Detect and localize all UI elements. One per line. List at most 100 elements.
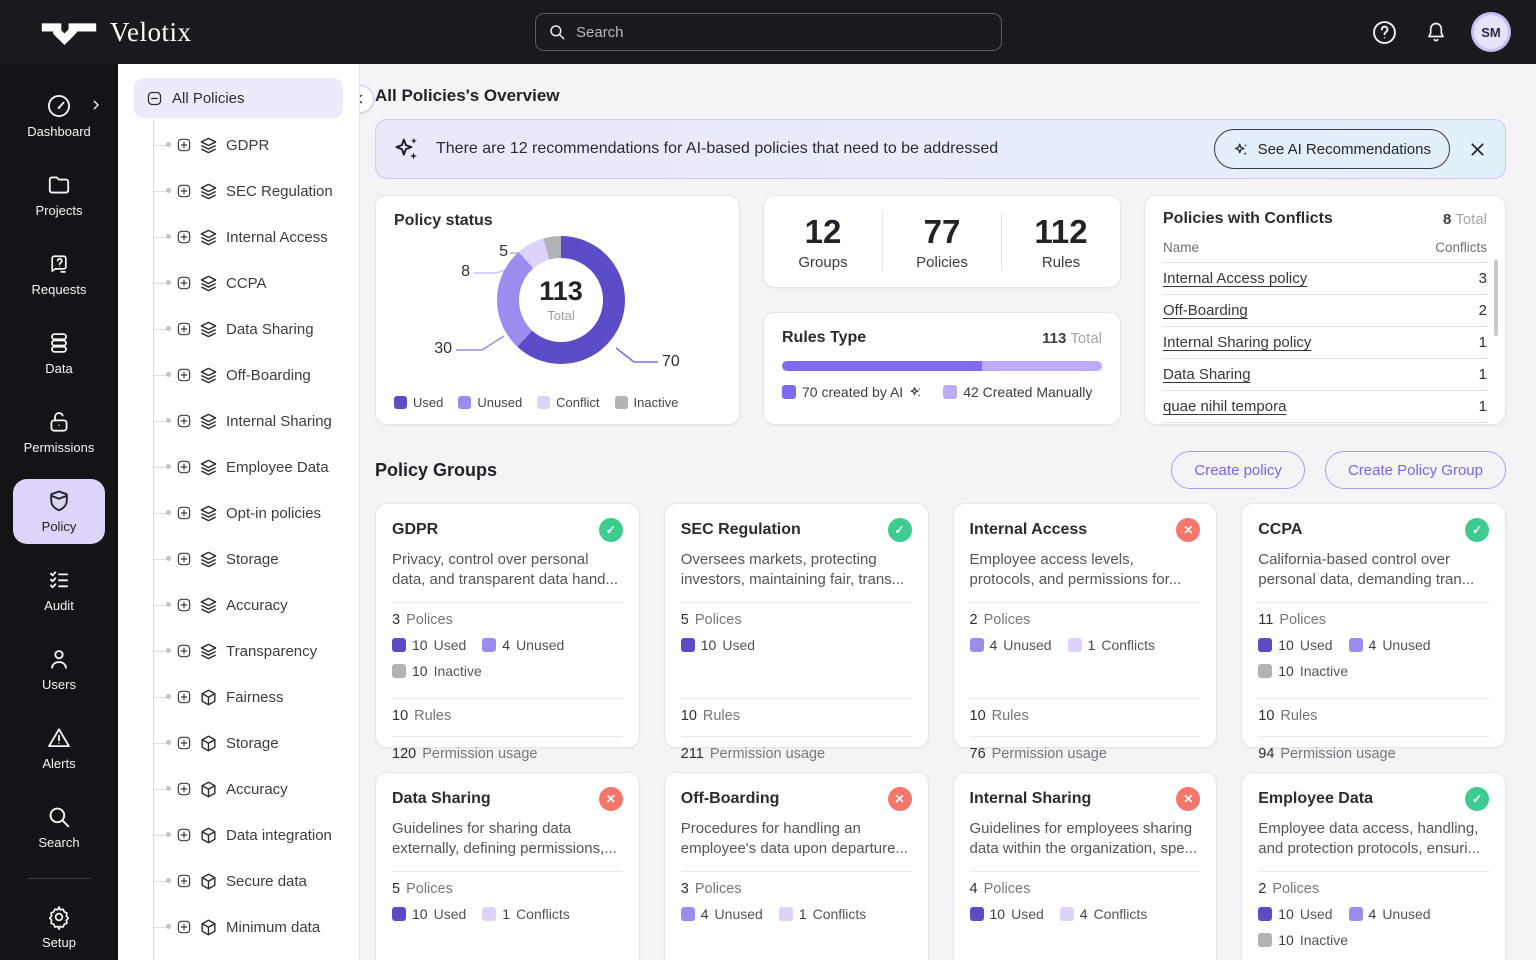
expand-plus-icon[interactable] <box>176 229 192 245</box>
polices-count-line: 2 Polices <box>969 612 1031 628</box>
conflict-policy-link[interactable]: Internal Access policy <box>1163 270 1308 287</box>
status-chip: 10 Used <box>392 905 466 922</box>
conflict-policy-link[interactable]: Data Sharing <box>1163 366 1251 383</box>
global-search[interactable] <box>535 13 1002 51</box>
tree-item[interactable]: Off-Boarding <box>118 352 359 398</box>
tree-guide-line <box>153 120 154 960</box>
policy-group-card[interactable]: Off-Boarding Procedures for handling an … <box>663 772 929 960</box>
status-badge[interactable] <box>598 787 623 811</box>
tree-item[interactable]: GDPR <box>118 122 359 168</box>
nav-item-permissions[interactable]: Permissions <box>13 400 105 465</box>
expand-plus-icon[interactable] <box>176 597 192 613</box>
rules-type-title: Rules Type <box>782 329 867 346</box>
notifications-bell-icon[interactable] <box>1424 20 1448 44</box>
expand-plus-icon[interactable] <box>176 275 192 291</box>
status-chip: 4 Unused <box>680 905 763 922</box>
panel-collapse-button[interactable] <box>360 85 374 113</box>
conflict-policy-link[interactable]: Internal Sharing policy <box>1163 334 1312 351</box>
layers-icon <box>199 596 218 615</box>
policy-group-card[interactable]: GDPR Privacy, control over personal data… <box>375 503 640 762</box>
expand-plus-icon[interactable] <box>176 781 192 797</box>
tree-item[interactable]: Accuracy <box>118 582 359 628</box>
policy-group-card[interactable]: Internal Sharing Guidelines for employee… <box>952 772 1218 960</box>
status-badge[interactable] <box>887 787 912 811</box>
tree-item[interactable]: Minimum data <box>118 904 359 950</box>
nav-item-policy[interactable]: Policy <box>13 479 105 544</box>
tree-item[interactable]: CCPA <box>118 260 359 306</box>
status-badge[interactable] <box>887 518 912 542</box>
user-avatar[interactable]: SM <box>1474 15 1508 49</box>
tree-item[interactable]: Internal Access <box>118 214 359 260</box>
layers-icon <box>199 458 218 477</box>
tree-item[interactable]: Storage <box>118 536 359 582</box>
status-badge[interactable] <box>1176 518 1201 542</box>
status-badge[interactable] <box>1465 518 1489 542</box>
status-badge[interactable] <box>1176 787 1201 811</box>
expand-plus-icon[interactable] <box>176 827 192 843</box>
donut-chart: 113 Total <box>497 236 625 364</box>
search-input[interactable] <box>576 23 989 41</box>
collapse-minus-icon[interactable] <box>146 90 163 107</box>
permission-usage-line: 211 Permission usage <box>680 746 826 762</box>
permission-usage-line: 120 Permission usage <box>392 746 538 762</box>
status-badge[interactable] <box>1465 787 1489 811</box>
expand-plus-icon[interactable] <box>176 505 192 521</box>
tree-item[interactable]: Storage <box>118 720 359 766</box>
nav-item-users[interactable]: Users <box>13 637 105 702</box>
tree-item[interactable]: Transparency <box>118 628 359 674</box>
nav-item-requests[interactable]: Requests <box>13 242 105 307</box>
policy-group-card[interactable]: Data Sharing Guidelines for sharing data… <box>375 772 640 960</box>
chevron-right-icon[interactable] <box>89 98 103 112</box>
nav-item-dashboard[interactable]: Dashboard <box>13 84 105 149</box>
see-ai-recommendations-button[interactable]: See AI Recommendations <box>1213 129 1450 169</box>
tree-item[interactable]: Accuracy <box>118 766 359 812</box>
policy-group-card[interactable]: SEC Regulation Oversees markets, protect… <box>663 503 929 762</box>
expand-plus-icon[interactable] <box>176 735 192 751</box>
expand-plus-icon[interactable] <box>176 873 192 889</box>
tree-root-all-policies[interactable]: All Policies <box>134 78 343 118</box>
polices-count-line: 3 Polices <box>392 612 453 628</box>
conflict-policy-link[interactable]: Off-Boarding <box>1163 302 1248 319</box>
expand-plus-icon[interactable] <box>176 137 192 153</box>
nav-item-projects[interactable]: Projects <box>13 163 105 228</box>
donut-total-value: 113 <box>539 275 583 306</box>
conflicts-scrollbar[interactable] <box>1494 260 1498 336</box>
status-badge[interactable] <box>598 518 623 542</box>
create-policy-button[interactable]: Create policy <box>1171 451 1305 489</box>
sparkles-icon <box>1233 141 1250 158</box>
expand-plus-icon[interactable] <box>176 183 192 199</box>
nav-item-data[interactable]: Data <box>13 321 105 386</box>
policy-group-card[interactable]: CCPA California-based control over perso… <box>1241 503 1506 762</box>
nav-item-audit[interactable]: Audit <box>13 558 105 623</box>
tree-item[interactable]: Opt-in policies <box>118 490 359 536</box>
tree-item[interactable]: SEC Regulation <box>118 168 359 214</box>
tree-item[interactable]: Internal Sharing <box>118 398 359 444</box>
expand-plus-icon[interactable] <box>176 919 192 935</box>
group-card-title: GDPR <box>392 521 439 538</box>
expand-plus-icon[interactable] <box>176 689 192 705</box>
expand-plus-icon[interactable] <box>176 643 192 659</box>
tree-item[interactable]: Data integration <box>118 812 359 858</box>
conflicts-table-header: Name Conflicts <box>1163 240 1487 263</box>
tree-item[interactable]: Secure data <box>118 858 359 904</box>
tree-item[interactable]: Fairness <box>118 674 359 720</box>
nav-item-search[interactable]: Search <box>13 795 105 860</box>
tree-item[interactable]: Employee Data <box>118 444 359 490</box>
expand-plus-icon[interactable] <box>176 413 192 429</box>
expand-plus-icon[interactable] <box>176 321 192 337</box>
expand-plus-icon[interactable] <box>176 551 192 567</box>
policy-group-card[interactable]: Internal Access Employee access levels, … <box>952 503 1218 762</box>
nav-item-alerts[interactable]: Alerts <box>13 716 105 781</box>
group-card-title: Data Sharing <box>392 790 491 807</box>
policy-group-card[interactable]: Employee Data Employee data access, hand… <box>1241 772 1506 960</box>
group-card-description: Oversees markets, protecting investors, … <box>680 551 905 589</box>
expand-plus-icon[interactable] <box>176 459 192 475</box>
banner-close-icon[interactable] <box>1464 136 1491 163</box>
expand-plus-icon[interactable] <box>176 367 192 383</box>
conflict-policy-link[interactable]: quae nihil tempora <box>1163 398 1287 415</box>
nav-item-setup[interactable]: Setup <box>13 895 105 960</box>
brand-logo[interactable]: Velotix <box>0 17 192 48</box>
help-button[interactable] <box>1371 19 1398 46</box>
create-policy-group-button[interactable]: Create Policy Group <box>1324 451 1506 489</box>
tree-item[interactable]: Data Sharing <box>118 306 359 352</box>
